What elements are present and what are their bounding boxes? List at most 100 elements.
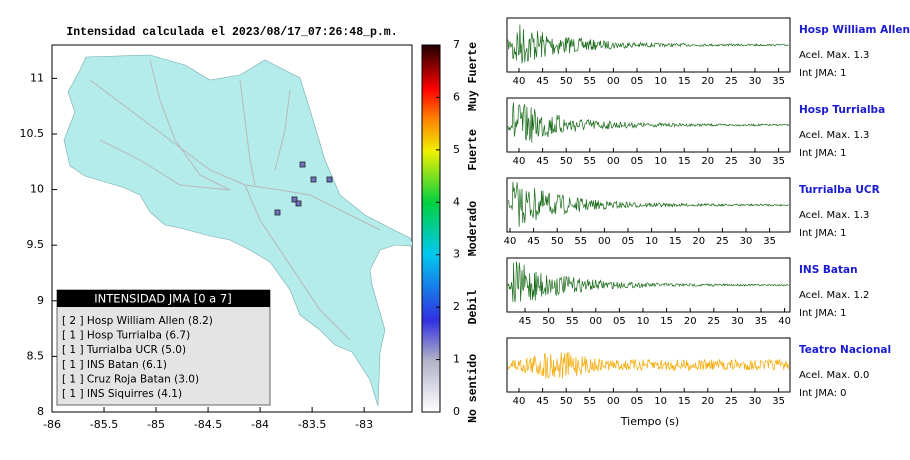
time-tick-label: 35 <box>772 156 785 167</box>
x-axis-label: Tiempo (s) <box>620 415 679 428</box>
time-tick-label: 40 <box>504 236 517 247</box>
time-tick-label: 00 <box>607 76 620 87</box>
time-tick-label: 55 <box>574 236 587 247</box>
time-tick-label: 30 <box>731 316 744 327</box>
colorbar-tick-label: 3 <box>453 248 460 261</box>
time-tick-label: 40 <box>513 156 526 167</box>
time-tick-label: 00 <box>607 156 620 167</box>
time-tick-label: 15 <box>678 76 691 87</box>
time-tick-label: 55 <box>566 316 579 327</box>
waveform <box>507 351 790 379</box>
waveform <box>507 261 789 303</box>
legend-item: [ 1 ] Hosp Turrialba (6.7) <box>62 330 190 342</box>
map-land <box>63 54 412 407</box>
time-tick-label: 50 <box>560 76 573 87</box>
time-tick-label: 30 <box>749 76 762 87</box>
station-accel: Acel. Max. 1.3 <box>799 210 869 221</box>
time-tick-label: 45 <box>536 156 549 167</box>
station-name: Hosp Turrialba <box>799 104 885 116</box>
time-tick-label: 20 <box>692 236 705 247</box>
legend-item: [ 1 ] INS Batan (6.1) <box>62 359 167 371</box>
time-tick-label: 25 <box>725 76 738 87</box>
time-tick-label: 55 <box>583 76 596 87</box>
time-tick-label: 40 <box>513 396 526 407</box>
y-tick-label: 8 <box>37 405 44 418</box>
y-tick-label: 10 <box>30 183 44 196</box>
y-tick-label: 8.5 <box>27 349 45 362</box>
country-shape <box>63 54 412 407</box>
station-accel: Acel. Max. 1.3 <box>799 130 869 141</box>
time-tick-label: 20 <box>701 396 714 407</box>
x-tick-label: -85.5 <box>90 418 118 431</box>
legend-box <box>56 289 271 406</box>
waveform-frame <box>506 337 791 393</box>
time-tick-label: 10 <box>654 156 667 167</box>
time-tick-label: 45 <box>519 316 532 327</box>
waveform-frame <box>506 17 791 73</box>
station-accel: Acel. Max. 0.0 <box>799 370 869 381</box>
time-tick-label: 15 <box>678 156 691 167</box>
time-tick-label: 00 <box>598 236 611 247</box>
time-tick-label: 05 <box>631 76 644 87</box>
legend-item: [ 1 ] INS Siquirres (4.1) <box>62 388 182 400</box>
station-accel: Acel. Max. 1.2 <box>799 290 869 301</box>
time-tick-label: 05 <box>622 236 635 247</box>
colorbar-category: Moderado <box>467 201 480 256</box>
time-tick-label: 10 <box>654 76 667 87</box>
y-tick-label: 9.5 <box>27 238 45 251</box>
legend-item: [ 1 ] Cruz Roja Batan (3.0) <box>62 373 199 385</box>
station-name: Turrialba UCR <box>799 184 880 196</box>
station-intensity: Int JMA: 1 <box>799 308 847 319</box>
time-tick-label: 25 <box>716 236 729 247</box>
x-tick-label: -84 <box>251 418 269 431</box>
time-tick-label: 30 <box>740 236 753 247</box>
legend-item: [ 1 ] Turrialba UCR (5.0) <box>62 344 186 356</box>
y-tick-label: 9 <box>37 294 44 307</box>
station-intensity: Int JMA: 1 <box>799 68 847 79</box>
station-marker <box>299 161 306 168</box>
time-tick-label: 55 <box>583 396 596 407</box>
colorbar-category: Fuerte <box>467 129 480 171</box>
time-tick-label: 00 <box>607 396 620 407</box>
time-tick-label: 15 <box>660 316 673 327</box>
time-tick-label: 30 <box>749 156 762 167</box>
time-tick-label: 40 <box>778 316 791 327</box>
time-tick-label: 05 <box>613 316 626 327</box>
time-tick-label: 35 <box>763 236 776 247</box>
time-tick-label: 35 <box>772 396 785 407</box>
station-marker <box>326 176 333 183</box>
time-tick-label: 45 <box>536 76 549 87</box>
time-tick-label: 05 <box>631 396 644 407</box>
station-intensity: Int JMA: 1 <box>799 148 847 159</box>
colorbar-tick-label: 0 <box>453 405 460 418</box>
time-tick-label: 45 <box>536 396 549 407</box>
colorbar-tick-label: 5 <box>453 143 460 156</box>
time-tick-label: 00 <box>589 316 602 327</box>
legend-header <box>57 290 270 307</box>
y-tick-label: 11 <box>30 71 44 84</box>
waveform-frame <box>506 97 791 153</box>
station-marker <box>295 200 302 207</box>
time-tick-label: 30 <box>749 396 762 407</box>
time-tick-label: 05 <box>631 156 644 167</box>
time-tick-label: 35 <box>772 76 785 87</box>
y-tick-label: 10.5 <box>20 127 45 140</box>
waveform <box>507 102 790 143</box>
x-tick-label: -83 <box>355 418 373 431</box>
x-tick-label: -86 <box>43 418 61 431</box>
station-name: INS Batan <box>799 264 858 276</box>
colorbar-tick-label: 4 <box>453 195 460 208</box>
colorbar-tick-label: 6 <box>453 90 460 103</box>
colorbar <box>421 44 441 413</box>
time-tick-label: 15 <box>678 396 691 407</box>
time-tick-label: 55 <box>583 156 596 167</box>
station-name: Hosp William Allen <box>799 24 910 36</box>
time-tick-label: 20 <box>701 76 714 87</box>
time-tick-label: 45 <box>527 236 540 247</box>
waveform-frame <box>506 257 791 313</box>
legend-title: INTENSIDAD JMA [0 a 7] <box>94 292 231 306</box>
time-tick-label: 20 <box>684 316 697 327</box>
station-accel: Acel. Max. 1.3 <box>799 50 869 61</box>
colorbar-tick-label: 1 <box>453 353 460 366</box>
